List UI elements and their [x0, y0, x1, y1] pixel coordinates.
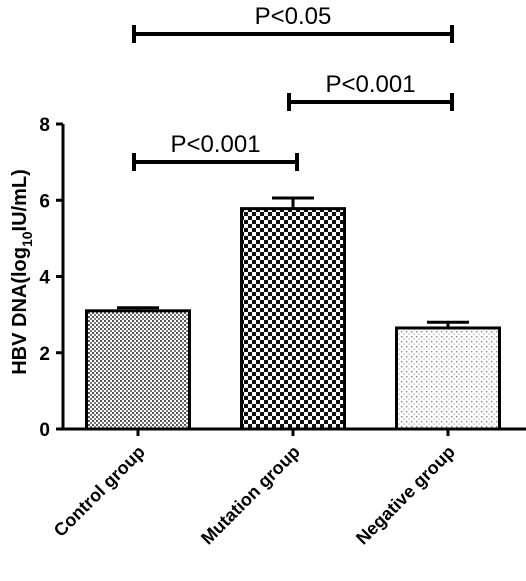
y-tick-label: 0 [39, 420, 50, 441]
significance-bracket: P<0.05 [132, 3, 454, 43]
y-tick-label: 6 [39, 191, 50, 212]
bar-2 [240, 207, 346, 431]
x-tick-label: Negative group [352, 442, 459, 549]
y-axis-label-suffix: IU/mL) [9, 169, 31, 231]
p-value-label: P<0.05 [255, 3, 332, 30]
y-tick-label: 8 [39, 115, 50, 136]
y-ticks: 0 2 4 6 8 [39, 115, 63, 441]
y-axis-label: HBV DNA(log10IU/mL) [9, 169, 35, 375]
bar-3 [395, 326, 501, 431]
y-tick-label: 2 [39, 344, 50, 365]
x-ticks: Control group Mutation group Negative grou… [50, 429, 459, 548]
significance-brackets: P<0.05 P<0.001 P<0.001 [132, 3, 454, 171]
p-value-label: P<0.001 [170, 131, 260, 158]
p-value-label: P<0.001 [325, 71, 415, 98]
y-axis-label-subscript: 10 [19, 231, 35, 247]
error-bars [117, 196, 469, 328]
significance-bracket: P<0.001 [132, 131, 299, 171]
svg-text:HBV DNA(log10IU/mL): HBV DNA(log10IU/mL) [9, 169, 35, 375]
y-tick-label: 4 [39, 268, 50, 289]
x-tick-label: Mutation group [197, 442, 304, 549]
bar-1 [85, 309, 191, 431]
bars [85, 207, 501, 431]
y-axis-label-prefix: HBV DNA(log [9, 247, 31, 375]
significance-bracket: P<0.001 [287, 71, 454, 111]
x-tick-label: Control group [50, 442, 149, 541]
